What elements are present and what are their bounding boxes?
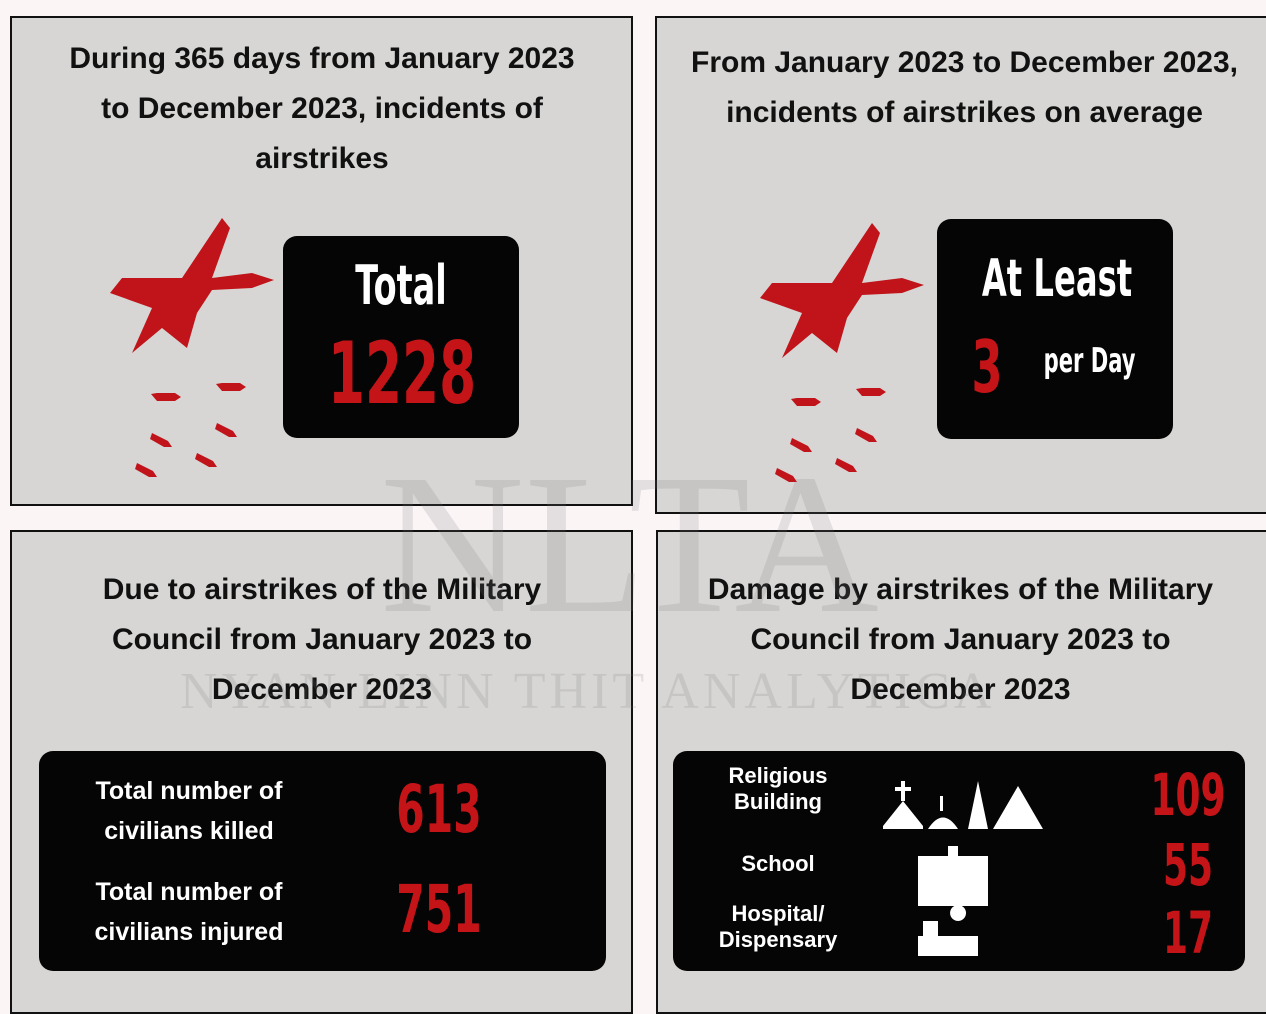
row-label: Total number of civilians injured — [69, 872, 309, 952]
row-value: 109 — [1142, 761, 1235, 829]
panel: Damage by airstrikes of the Military Cou… — [656, 530, 1266, 1014]
panel: From January 2023 to December 2023, inci… — [655, 16, 1266, 514]
panel: Due to airstrikes of the Military Counci… — [10, 530, 633, 1014]
panel-title: From January 2023 to December 2023, inci… — [687, 38, 1242, 138]
average-box: At Least 3 per Day — [937, 219, 1173, 439]
total-box: Total 1228 — [283, 236, 519, 438]
damage-box: Religious Building School Hospital/ Disp… — [673, 751, 1245, 971]
page: During 365 days from January 2023 to Dec… — [0, 0, 1266, 1012]
panel-title: Due to airstrikes of the Military Counci… — [62, 565, 582, 715]
total-value: 1228 — [328, 324, 474, 424]
average-label: At Least — [982, 249, 1128, 309]
row-value: 613 — [383, 771, 495, 848]
row-label: Hospital/ Dispensary — [693, 901, 863, 953]
panel-title: During 365 days from January 2023 to Dec… — [52, 34, 592, 184]
row-label: Religious Building — [693, 763, 863, 815]
row-value: 17 — [1142, 899, 1235, 967]
casualty-box: Total number of civilians killed 613 Tot… — [39, 751, 606, 971]
building-icons — [878, 761, 1048, 961]
row-value: 55 — [1142, 831, 1235, 899]
jet-icon — [102, 218, 282, 478]
total-label: Total — [328, 254, 474, 317]
row-label: School — [693, 851, 863, 877]
average-unit: per Day — [1044, 341, 1131, 381]
jet-icon — [752, 223, 932, 483]
row-value: 751 — [383, 871, 495, 948]
row-label: Total number of civilians killed — [69, 771, 309, 851]
panel-title: Damage by airstrikes of the Military Cou… — [698, 565, 1223, 715]
panel: During 365 days from January 2023 to Dec… — [10, 16, 633, 506]
average-value: 3 — [968, 325, 1005, 409]
